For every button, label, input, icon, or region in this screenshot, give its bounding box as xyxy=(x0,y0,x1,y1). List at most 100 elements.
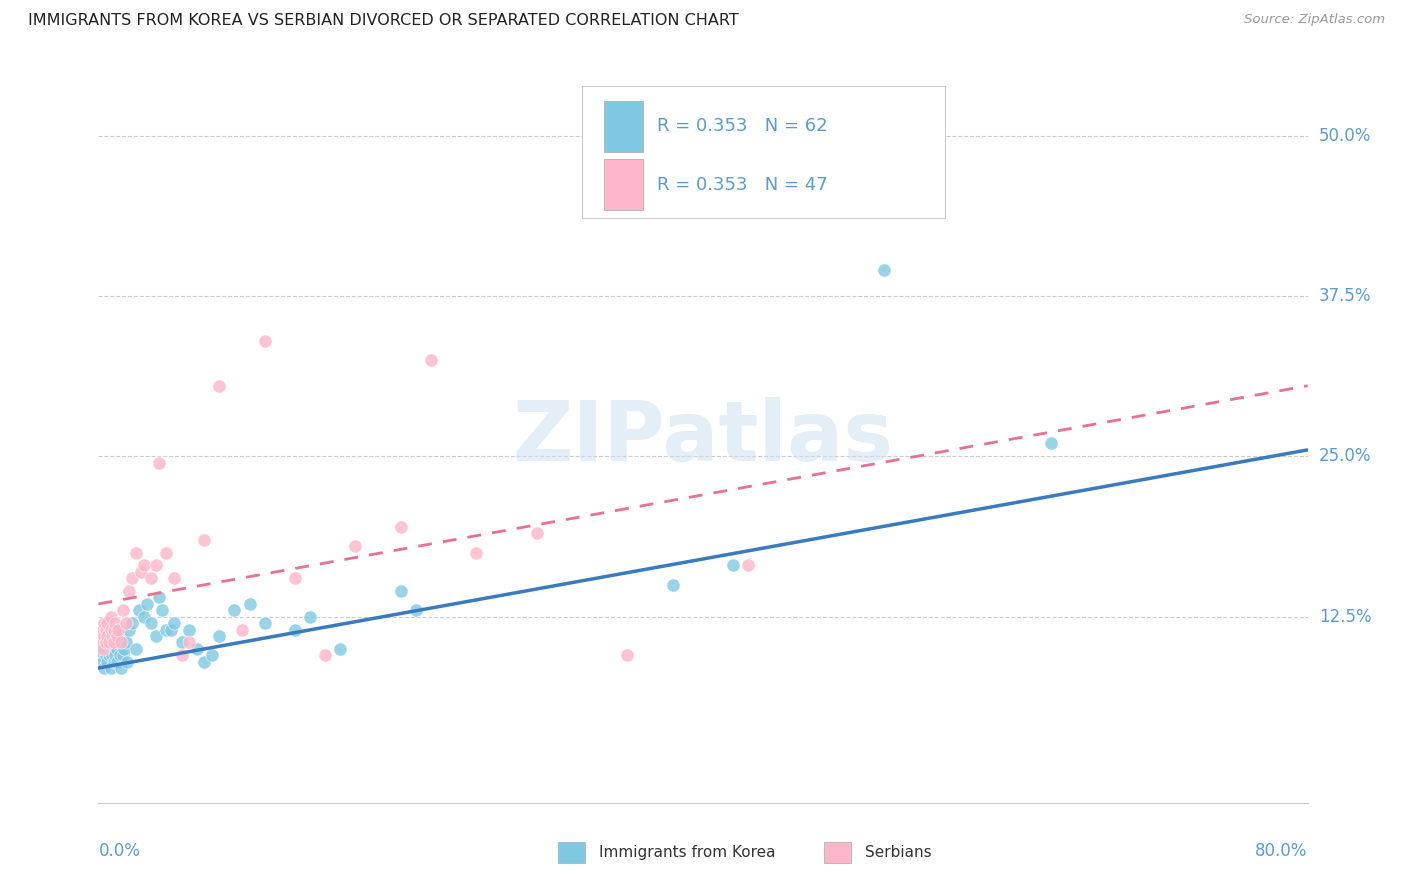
Point xyxy=(128,603,150,617)
Point xyxy=(101,635,124,649)
Point xyxy=(132,558,155,573)
Point xyxy=(179,635,201,649)
Point xyxy=(110,661,132,675)
Point xyxy=(526,526,548,541)
Point xyxy=(148,456,170,470)
Point xyxy=(104,648,127,663)
Text: 80.0%: 80.0% xyxy=(1256,842,1308,860)
Point xyxy=(420,353,443,368)
Point xyxy=(114,616,136,631)
Point xyxy=(121,616,143,631)
Point xyxy=(329,641,352,656)
Text: ZIPatlas: ZIPatlas xyxy=(513,397,893,477)
Point xyxy=(155,545,177,559)
Point xyxy=(737,558,759,573)
Point xyxy=(96,616,118,631)
Text: R = 0.353   N = 47: R = 0.353 N = 47 xyxy=(657,176,828,194)
Point xyxy=(405,603,427,617)
Point xyxy=(103,655,125,669)
Point xyxy=(96,655,118,669)
Point xyxy=(105,655,128,669)
Point xyxy=(148,591,170,605)
Point xyxy=(145,629,167,643)
Point xyxy=(103,641,125,656)
Point xyxy=(284,571,307,585)
Point xyxy=(110,629,132,643)
Point xyxy=(91,655,114,669)
Point xyxy=(125,545,148,559)
Point xyxy=(118,584,141,599)
Point xyxy=(104,616,127,631)
Point xyxy=(163,571,186,585)
Point xyxy=(111,648,134,663)
Point xyxy=(389,520,412,534)
Point xyxy=(163,616,186,631)
FancyBboxPatch shape xyxy=(582,86,945,218)
Point xyxy=(98,635,121,649)
Point xyxy=(129,565,152,579)
Point xyxy=(98,648,121,663)
Text: 12.5%: 12.5% xyxy=(1319,607,1371,625)
Point xyxy=(107,635,129,649)
Point xyxy=(125,641,148,656)
Point xyxy=(239,597,262,611)
Point xyxy=(107,623,129,637)
Point xyxy=(201,648,224,663)
Point xyxy=(723,558,745,573)
Point xyxy=(616,648,638,663)
Point xyxy=(121,571,143,585)
Point xyxy=(150,603,173,617)
Point xyxy=(103,635,125,649)
Point xyxy=(193,533,215,547)
Text: 37.5%: 37.5% xyxy=(1319,287,1371,305)
Point xyxy=(100,623,122,637)
Point xyxy=(284,623,307,637)
Point xyxy=(112,641,135,656)
Point xyxy=(90,623,112,637)
Point xyxy=(186,641,208,656)
Point xyxy=(224,603,246,617)
Bar xyxy=(558,842,585,863)
Text: 25.0%: 25.0% xyxy=(1319,447,1371,466)
Point xyxy=(873,263,896,277)
Point xyxy=(90,635,112,649)
Point xyxy=(299,609,322,624)
Point xyxy=(103,623,125,637)
Point xyxy=(661,577,683,591)
Point xyxy=(115,655,138,669)
Text: Source: ZipAtlas.com: Source: ZipAtlas.com xyxy=(1244,13,1385,27)
Point xyxy=(145,558,167,573)
Point xyxy=(170,635,193,649)
Point xyxy=(253,616,276,631)
Point xyxy=(100,641,122,656)
Bar xyxy=(603,159,643,211)
Point xyxy=(105,641,128,656)
Point xyxy=(160,623,183,637)
Text: Serbians: Serbians xyxy=(865,845,932,860)
Point xyxy=(135,597,157,611)
Point xyxy=(94,635,117,649)
Point xyxy=(93,629,115,643)
Point xyxy=(96,629,118,643)
Point xyxy=(94,648,117,663)
Point xyxy=(100,609,122,624)
Point xyxy=(91,641,114,656)
Text: R = 0.353   N = 62: R = 0.353 N = 62 xyxy=(657,117,828,136)
Text: Immigrants from Korea: Immigrants from Korea xyxy=(599,845,776,860)
Point xyxy=(94,623,117,637)
Point xyxy=(100,661,122,675)
Point xyxy=(89,629,111,643)
Point xyxy=(101,629,124,643)
Point xyxy=(132,609,155,624)
Point xyxy=(465,545,488,559)
Point xyxy=(389,584,412,599)
Point xyxy=(253,334,276,348)
Point xyxy=(170,648,193,663)
Point xyxy=(108,648,131,663)
Point xyxy=(93,661,115,675)
Point xyxy=(105,629,128,643)
Point xyxy=(101,648,124,663)
Point xyxy=(94,635,117,649)
Text: IMMIGRANTS FROM KOREA VS SERBIAN DIVORCED OR SEPARATED CORRELATION CHART: IMMIGRANTS FROM KOREA VS SERBIAN DIVORCE… xyxy=(28,13,740,29)
Point xyxy=(110,635,132,649)
